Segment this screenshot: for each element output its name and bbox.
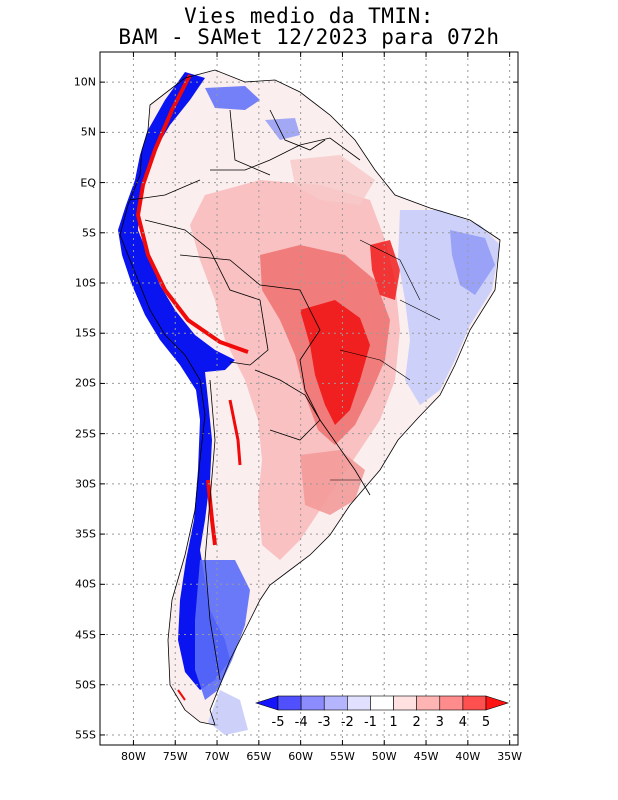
colorbar-label: 5 <box>481 715 491 730</box>
lat-label-text: 50S <box>75 678 96 692</box>
lat-label-text: 25S <box>75 427 96 441</box>
colorbar-segment <box>277 695 302 711</box>
bias-field-layer <box>118 70 500 735</box>
colorbar-label: -4 <box>294 715 308 730</box>
lat-label-text: 10N <box>73 75 96 89</box>
colorbar-label: 4 <box>458 715 468 730</box>
lat-label-text: 40S <box>75 577 96 591</box>
colorbar-label: -3 <box>317 715 331 730</box>
lon-label: 55W <box>330 750 355 763</box>
warm-streak-andes-1 <box>135 74 249 354</box>
lat-label-text: 45S <box>75 628 96 642</box>
lon-label: 50W <box>371 750 397 763</box>
lat-label-text: 30S <box>75 477 96 491</box>
coastline <box>119 69 501 726</box>
map-title-line-2: BAM - SAMet 12/2023 para 072h <box>118 25 500 49</box>
warm-anomaly-north <box>290 155 375 205</box>
colorbar-segment <box>323 695 348 711</box>
warm-streak-andes-3 <box>228 399 242 466</box>
colorbar-label: -2 <box>340 715 354 730</box>
colorbar-segment <box>462 695 487 711</box>
colorbar-segment <box>393 695 417 711</box>
border-brazil <box>179 137 371 496</box>
colorbar-arrow-right <box>485 695 509 711</box>
warm-anomaly-core <box>300 300 370 425</box>
colorbar-segment <box>416 695 441 711</box>
lat-label-text: 35S <box>75 527 96 541</box>
lon-label: 80W <box>121 750 146 763</box>
map-title-line-1: Vies medio da TMIN: <box>184 4 434 28</box>
colorbar-label: 3 <box>435 715 444 730</box>
axis-ticks <box>100 52 518 745</box>
lat-label-text: 5S <box>82 226 96 240</box>
cold-anomaly-northeast-mid <box>450 230 495 295</box>
map-frame <box>99 51 519 746</box>
cold-anomaly-north <box>205 86 260 110</box>
lat-label-text: 15S <box>75 326 96 340</box>
border-ecuador-colombia <box>129 179 201 201</box>
border-argentina-paraguay <box>254 369 321 441</box>
border-peru-bolivia <box>144 219 269 366</box>
country-borders <box>119 69 501 726</box>
colorbar-label: 2 <box>412 715 421 730</box>
lat-label-text: 5N <box>80 125 96 139</box>
lat-label-text: 20S <box>75 376 96 390</box>
cold-anomaly-south <box>208 690 248 735</box>
warm-streak-andes-4 <box>177 689 186 701</box>
lon-label: 65W <box>246 750 272 763</box>
lon-label: 70W <box>204 750 230 763</box>
lat-label-text: 10S <box>75 276 96 290</box>
lat-label-text: EQ <box>80 176 96 190</box>
colorbar-segment <box>347 695 371 711</box>
colorbar-label: -1 <box>363 715 377 730</box>
lon-label: 60W <box>288 750 314 763</box>
colorbar-segment <box>439 695 464 711</box>
border-venezuela <box>229 109 326 176</box>
lon-label: 45W <box>413 750 439 763</box>
grid-lines <box>100 52 518 745</box>
colorbar-segment <box>300 695 325 711</box>
colorbar-label: -5 <box>271 715 285 730</box>
colorbar-segment <box>370 695 394 711</box>
lon-label: 75W <box>162 750 188 763</box>
lon-label: 40W <box>455 750 481 763</box>
lon-label: 35W <box>497 750 523 763</box>
border-states <box>330 239 441 481</box>
lat-label-text: 55S <box>75 728 96 742</box>
colorbar-label: 1 <box>389 715 398 730</box>
cold-anomaly-patagonia <box>195 560 250 700</box>
warm-anomaly-moderate-south <box>300 450 365 515</box>
colorbar <box>255 695 509 711</box>
cold-anomaly-guiana <box>265 118 300 140</box>
border-chile-argentina <box>204 379 221 681</box>
warm-streak-andes-2 <box>206 479 217 546</box>
warm-anomaly-core-2 <box>370 240 400 300</box>
